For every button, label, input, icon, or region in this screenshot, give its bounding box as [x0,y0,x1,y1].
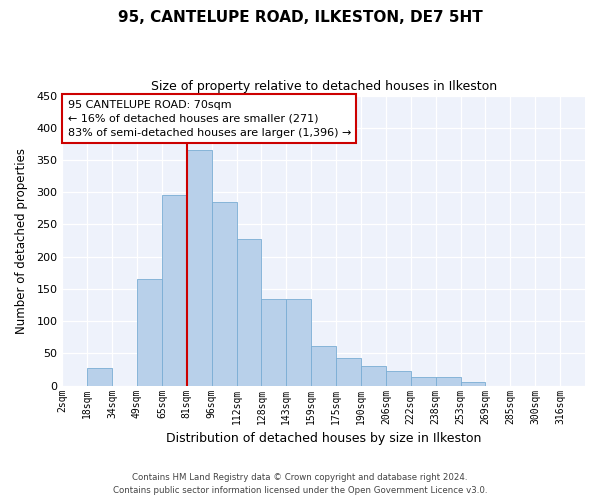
Text: Contains HM Land Registry data © Crown copyright and database right 2024.
Contai: Contains HM Land Registry data © Crown c… [113,474,487,495]
Bar [336,358,361,386]
Bar [361,366,386,386]
Bar [262,298,286,386]
Y-axis label: Number of detached properties: Number of detached properties [15,148,28,334]
Bar [137,280,162,386]
Bar [212,202,236,386]
Text: 95 CANTELUPE ROAD: 70sqm
← 16% of detached houses are smaller (271)
83% of semi-: 95 CANTELUPE ROAD: 70sqm ← 16% of detach… [68,100,351,138]
Bar [386,371,411,386]
Bar [87,368,112,386]
Bar [286,298,311,386]
Title: Size of property relative to detached houses in Ilkeston: Size of property relative to detached ho… [151,80,497,93]
X-axis label: Distribution of detached houses by size in Ilkeston: Distribution of detached houses by size … [166,432,481,445]
Bar [311,346,336,386]
Bar [461,382,485,386]
Text: 95, CANTELUPE ROAD, ILKESTON, DE7 5HT: 95, CANTELUPE ROAD, ILKESTON, DE7 5HT [118,10,482,25]
Bar [411,376,436,386]
Bar [162,196,187,386]
Bar [236,238,262,386]
Bar [187,150,212,386]
Bar [436,376,461,386]
